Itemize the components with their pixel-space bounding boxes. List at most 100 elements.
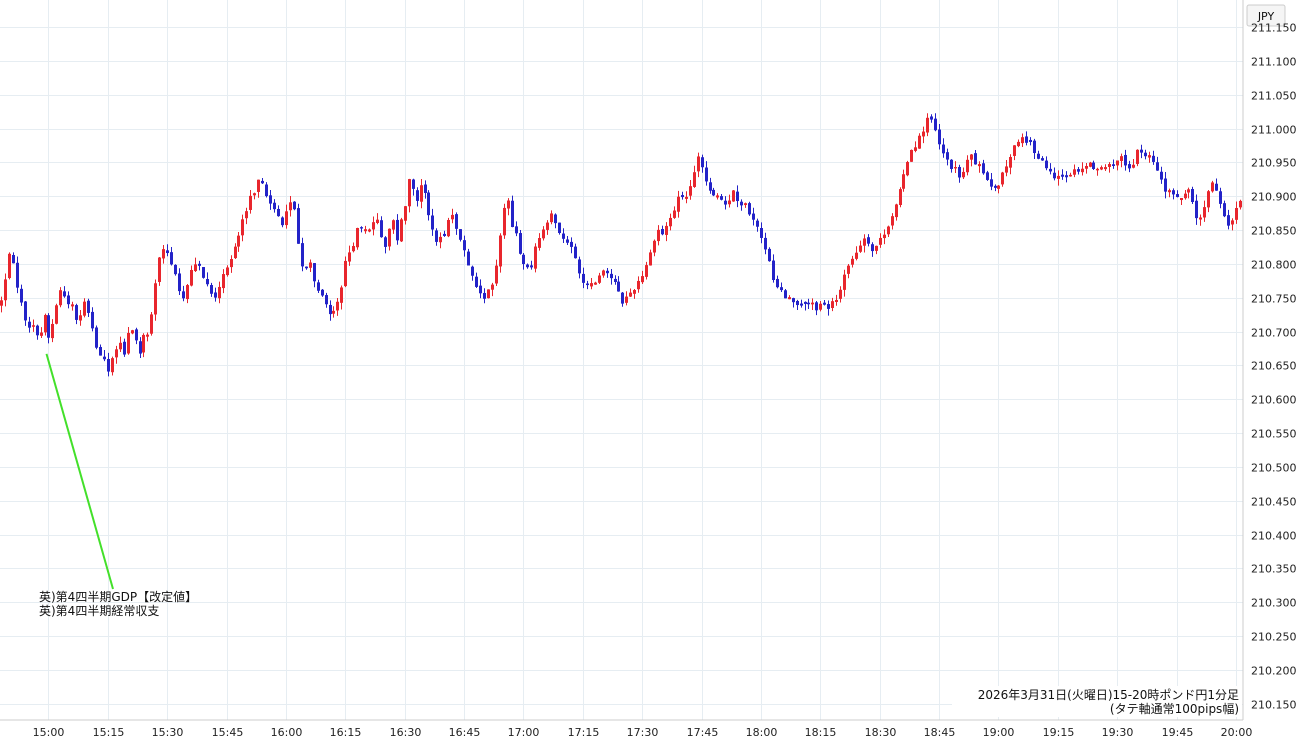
candle-body (253, 193, 256, 196)
candle-body (368, 229, 371, 232)
candle-body (32, 325, 35, 327)
candle-body (681, 195, 684, 198)
candle-body (974, 153, 977, 165)
candle-body (891, 216, 894, 226)
candle-body (119, 342, 122, 350)
candle-body (970, 154, 973, 160)
candle-body (1085, 165, 1088, 169)
y-tick-label: 210.400 (1251, 530, 1297, 543)
candle-body (352, 246, 355, 252)
candle-body (44, 314, 47, 333)
price-axis-panel (1243, 0, 1300, 745)
candle-body (297, 208, 300, 244)
candle-body (499, 235, 502, 267)
x-tick-label: 15:45 (212, 726, 244, 739)
candle-body (1041, 158, 1044, 161)
y-tick-label: 210.600 (1251, 394, 1297, 407)
candle-body (815, 302, 818, 311)
candle-body (261, 180, 264, 184)
candle-body (736, 191, 739, 202)
candle-body (107, 359, 110, 372)
candle-body (804, 301, 807, 304)
candle-body (336, 301, 339, 311)
x-tick-label: 18:30 (865, 726, 897, 739)
candle-body (317, 282, 320, 291)
candle-body (158, 257, 161, 282)
candle-body (1065, 175, 1068, 178)
candle-body (301, 243, 304, 267)
vertical-gridlines (48, 0, 1237, 720)
candle-body (621, 292, 624, 304)
candle-body (990, 179, 993, 187)
candle-body (982, 163, 985, 174)
y-tick-label: 210.300 (1251, 597, 1297, 610)
candle-body (522, 254, 525, 265)
candle-body (55, 305, 58, 324)
candle-body (994, 185, 997, 188)
candle-body (83, 301, 86, 316)
candle-body (135, 329, 138, 341)
candle-body (443, 233, 446, 236)
candle-body (962, 171, 965, 178)
candle-body (313, 263, 316, 282)
candle-body (249, 195, 252, 210)
candle-body (348, 252, 351, 262)
candle-body (986, 172, 989, 180)
candle-body (645, 265, 648, 277)
candle-body (946, 152, 949, 160)
candle-body (1033, 140, 1036, 154)
candle-body (115, 349, 118, 358)
candle-body (206, 279, 209, 285)
candle-body (926, 117, 929, 133)
candle-body (174, 264, 177, 275)
candle-body (321, 289, 324, 296)
candle-body (507, 200, 510, 209)
candle-body (1096, 168, 1099, 171)
candle-body (103, 356, 106, 360)
candle-body (562, 233, 565, 239)
candle-body (1187, 189, 1190, 193)
candle-body (372, 222, 375, 230)
candle-body (404, 206, 407, 221)
candle-body (257, 179, 260, 192)
candle-body (439, 236, 442, 243)
candle-body (732, 190, 735, 202)
candle-body (906, 162, 909, 176)
candle-body (431, 215, 434, 230)
x-tick-label: 15:00 (33, 726, 65, 739)
candle-body (396, 219, 399, 241)
candle-body (483, 292, 486, 299)
candle-body (1195, 200, 1198, 219)
x-tick-label: 16:15 (330, 726, 362, 739)
candle-body (24, 301, 27, 321)
candle-body (530, 265, 533, 268)
candle-body (281, 217, 284, 226)
candle-body (309, 262, 312, 268)
candle-body (451, 214, 454, 220)
candle-body (942, 144, 945, 154)
candle-body (4, 279, 7, 301)
x-tick-label: 18:15 (805, 726, 837, 739)
candle-body (166, 250, 169, 254)
candle-body (269, 195, 272, 204)
annotation-text-gdp: 英)第4四半期GDP【改定値】 (39, 589, 197, 604)
x-tick-label: 19:45 (1162, 726, 1194, 739)
x-axis-tick-labels: 15:00 15:15 15:30 15:45 16:00 16:15 16:30 16:45… (33, 726, 1253, 739)
candle-body (606, 270, 609, 274)
candle-body (420, 185, 423, 202)
candle-body (542, 229, 545, 239)
candle-body (1061, 174, 1064, 177)
candle-body (1219, 191, 1222, 204)
candle-body (1207, 191, 1210, 208)
candle-body (170, 252, 173, 265)
candle-body (610, 273, 613, 279)
candle-body (578, 259, 581, 274)
candle-body (1144, 152, 1147, 157)
candle-body (1057, 175, 1060, 179)
candle-body (934, 118, 937, 131)
candle-body (1100, 167, 1103, 170)
candle-body (495, 265, 498, 284)
y-tick-label: 210.550 (1251, 428, 1297, 441)
candle-body (273, 202, 276, 210)
candle-body (1025, 136, 1028, 143)
